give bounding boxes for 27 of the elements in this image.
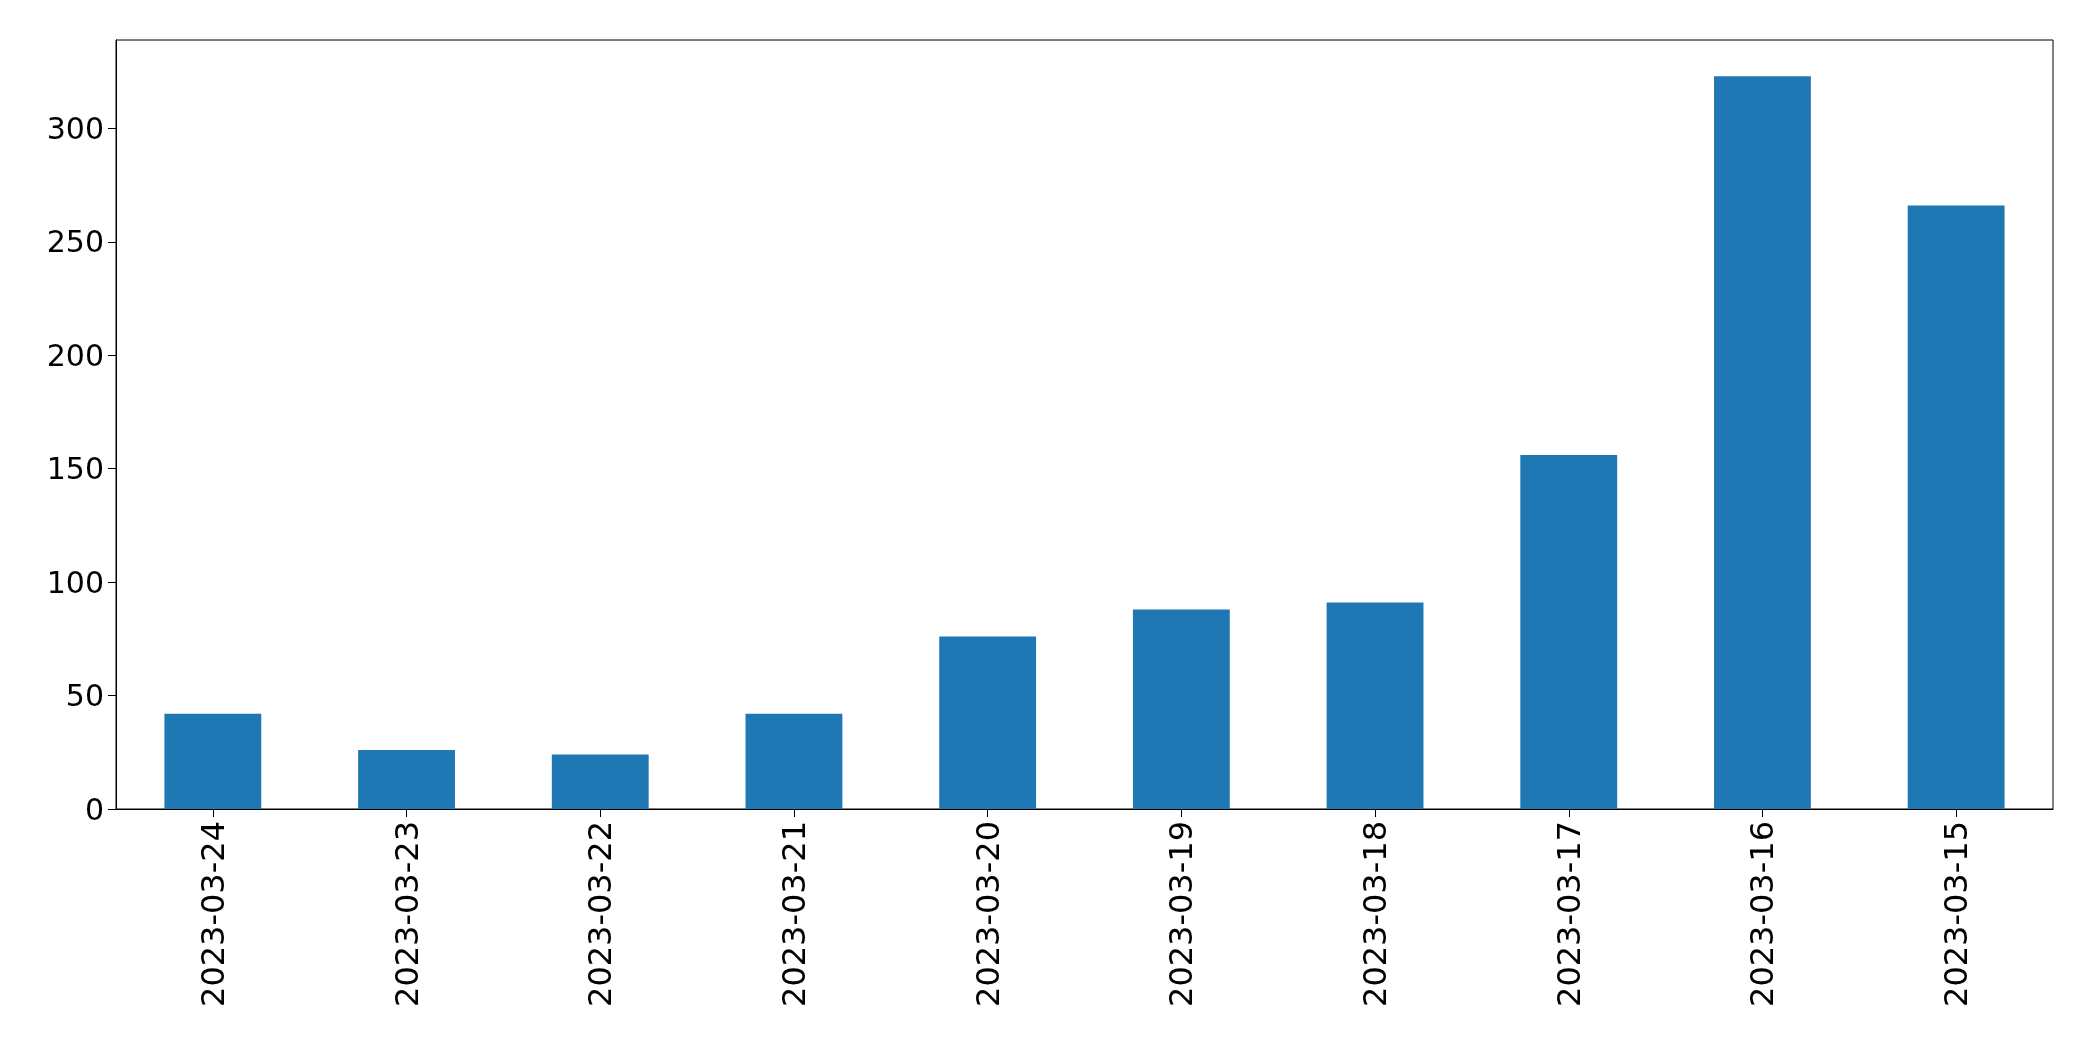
x-tick-label: 2023-03-15 [1937, 821, 1976, 1007]
y-tick-label: 100 [46, 564, 104, 600]
y-tick-label: 200 [46, 337, 104, 373]
x-tick-label: 2023-03-24 [193, 821, 232, 1007]
x-tick-label: 2023-03-17 [1549, 821, 1588, 1007]
y-tick-label: 300 [46, 110, 104, 146]
y-tick-label: 250 [46, 224, 104, 260]
y-tick-label: 50 [65, 678, 104, 714]
y-tick-label: 0 [84, 791, 104, 827]
bar [1907, 205, 2005, 809]
y-tick-label: 150 [46, 451, 104, 487]
bar [1520, 455, 1618, 809]
bar [1132, 609, 1230, 809]
bar [358, 750, 455, 809]
x-tick-label: 2023-03-19 [1162, 821, 1201, 1007]
bar [551, 754, 649, 809]
bar [164, 713, 262, 809]
x-tick-label: 2023-03-16 [1743, 821, 1782, 1007]
x-tick-label: 2023-03-22 [581, 821, 620, 1007]
bar [939, 636, 1037, 809]
x-tick-label: 2023-03-21 [774, 821, 813, 1007]
x-tick-label: 2023-03-20 [968, 821, 1007, 1007]
bar [745, 713, 843, 809]
bar [1326, 602, 1424, 809]
bar [1714, 76, 1811, 809]
x-tick-label: 2023-03-18 [1356, 821, 1395, 1007]
x-tick-label: 2023-03-23 [387, 821, 426, 1007]
